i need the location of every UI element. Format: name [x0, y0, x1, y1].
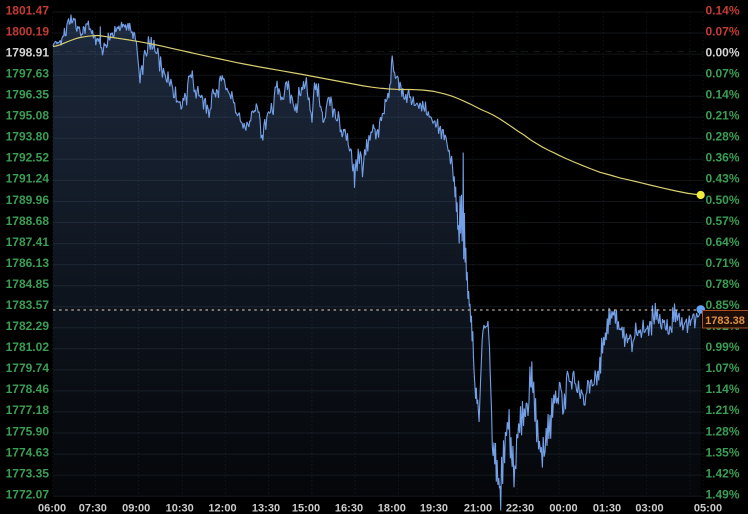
svg-text:07:30: 07:30	[79, 503, 107, 514]
svg-text:1774.63: 1774.63	[6, 445, 50, 459]
svg-text:1783.38: 1783.38	[705, 315, 745, 327]
svg-text:1784.85: 1784.85	[6, 277, 50, 291]
svg-text:0.50%: 0.50%	[706, 193, 740, 207]
svg-text:0.43%: 0.43%	[706, 172, 740, 186]
svg-text:1.49%: 1.49%	[706, 488, 740, 502]
svg-text:09:00: 09:00	[122, 503, 150, 514]
svg-text:1782.29: 1782.29	[6, 319, 50, 333]
svg-text:0.07%: 0.07%	[706, 67, 740, 81]
svg-text:0.00%: 0.00%	[706, 45, 740, 59]
svg-text:03:00: 03:00	[635, 503, 663, 514]
svg-text:1788.68: 1788.68	[6, 214, 50, 228]
svg-text:0.99%: 0.99%	[706, 340, 740, 354]
svg-text:0.14%: 0.14%	[706, 88, 740, 102]
svg-text:0.07%: 0.07%	[706, 24, 740, 38]
svg-text:1.14%: 1.14%	[706, 382, 740, 396]
svg-text:05:00: 05:00	[694, 503, 722, 514]
svg-text:1778.46: 1778.46	[6, 382, 50, 396]
svg-text:21:00: 21:00	[464, 503, 492, 514]
svg-text:1795.08: 1795.08	[6, 109, 50, 123]
svg-text:1772.07: 1772.07	[6, 488, 50, 502]
svg-text:13:30: 13:30	[252, 503, 280, 514]
svg-text:1.42%: 1.42%	[706, 466, 740, 480]
svg-text:1796.35: 1796.35	[6, 88, 50, 102]
svg-text:18:00: 18:00	[378, 503, 406, 514]
svg-text:01:30: 01:30	[593, 503, 621, 514]
svg-text:0.64%: 0.64%	[706, 235, 740, 249]
svg-text:0.14%: 0.14%	[706, 3, 740, 17]
svg-text:1789.96: 1789.96	[6, 193, 50, 207]
svg-text:1800.19: 1800.19	[6, 24, 50, 38]
svg-text:1798.91: 1798.91	[6, 45, 50, 59]
svg-text:06:00: 06:00	[38, 503, 66, 514]
svg-text:0.28%: 0.28%	[706, 130, 740, 144]
svg-text:1.21%: 1.21%	[706, 403, 740, 417]
svg-text:0.21%: 0.21%	[706, 109, 740, 123]
svg-text:1.35%: 1.35%	[706, 445, 740, 459]
svg-text:1792.52: 1792.52	[6, 151, 50, 165]
svg-text:1.28%: 1.28%	[706, 424, 740, 438]
svg-text:16:30: 16:30	[335, 503, 363, 514]
svg-text:1801.47: 1801.47	[6, 3, 50, 17]
svg-text:0.36%: 0.36%	[706, 151, 740, 165]
svg-text:00:00: 00:00	[549, 503, 577, 514]
svg-text:1787.41: 1787.41	[6, 235, 50, 249]
svg-text:0.78%: 0.78%	[706, 277, 740, 291]
svg-text:0.85%: 0.85%	[706, 298, 740, 312]
svg-text:1791.24: 1791.24	[6, 172, 50, 186]
svg-text:1777.18: 1777.18	[6, 403, 50, 417]
svg-text:1783.57: 1783.57	[6, 298, 50, 312]
svg-text:1781.02: 1781.02	[6, 340, 50, 354]
svg-text:15:00: 15:00	[292, 503, 320, 514]
svg-text:1773.35: 1773.35	[6, 466, 50, 480]
svg-text:12:00: 12:00	[208, 503, 236, 514]
svg-text:1793.80: 1793.80	[6, 130, 50, 144]
svg-text:22:30: 22:30	[506, 503, 534, 514]
svg-text:1.07%: 1.07%	[706, 361, 740, 375]
svg-text:1797.63: 1797.63	[6, 67, 50, 81]
svg-text:0.57%: 0.57%	[706, 214, 740, 228]
svg-text:19:30: 19:30	[420, 503, 448, 514]
svg-text:0.71%: 0.71%	[706, 256, 740, 270]
svg-text:1775.90: 1775.90	[6, 424, 50, 438]
svg-text:1779.74: 1779.74	[6, 361, 50, 375]
svg-text:1786.13: 1786.13	[6, 256, 50, 270]
svg-text:10:30: 10:30	[166, 503, 194, 514]
